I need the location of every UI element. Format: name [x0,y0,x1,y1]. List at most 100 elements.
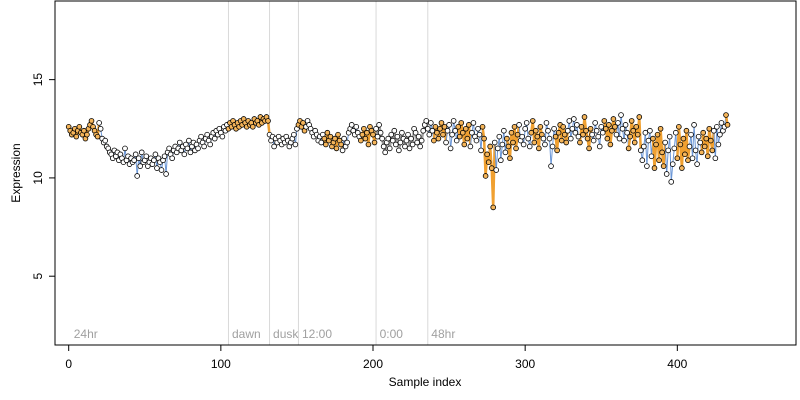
region-label: dusk [273,327,299,341]
x-tick-label: 100 [211,357,231,371]
region-label: 24hr [74,327,98,341]
data-point [616,135,623,142]
data-point [450,118,457,124]
data-point [176,139,183,146]
data-point [438,120,445,126]
data-point [488,165,495,171]
series-segment [135,153,138,177]
data-point [435,135,442,142]
data-point [132,151,139,158]
data-point [484,151,490,158]
data-point [461,141,468,148]
data-point [575,133,582,140]
data-point [361,125,367,132]
region-separators [227,1,429,345]
data-point [96,120,102,126]
data-point [686,143,693,150]
data-points [65,112,731,211]
region-label: 0:00 [380,327,404,341]
data-point [359,131,366,138]
data-point [97,125,104,132]
data-point [365,141,372,148]
data-point [456,133,463,140]
data-point [437,125,443,132]
data-point [204,131,210,138]
data-point [429,127,436,134]
data-point [382,149,388,156]
data-point [424,125,431,132]
data-point [409,141,416,148]
data-point [507,155,513,162]
data-point [154,165,160,171]
region-labels: 24hr dawn dusk 12:00 0:00 48hr [74,327,456,341]
data-point [601,118,608,124]
data-point [399,129,405,136]
data-point [201,143,207,150]
x-tick-label: 300 [515,357,535,371]
data-point [595,133,601,140]
data-point [453,137,460,144]
data-point [186,137,192,144]
data-point [377,129,384,136]
data-point [380,143,387,150]
data-point [219,133,226,140]
data-point [94,133,101,140]
data-point [561,131,568,138]
data-point [619,125,626,132]
data-point [84,131,90,138]
data-point [373,125,379,132]
data-point [265,118,271,124]
data-point [490,204,497,211]
data-point [169,155,175,162]
data-point [161,153,168,160]
data-point [662,139,668,146]
data-point [505,143,512,150]
data-point [444,127,451,134]
data-point [122,145,128,152]
data-point [324,129,331,136]
x-tick-label: 0 [65,357,72,371]
data-point [300,120,306,126]
data-point [520,141,527,148]
data-point [679,165,685,171]
data-point [554,147,560,154]
data-point [452,127,458,134]
data-point [525,135,532,142]
data-point [724,122,731,128]
data-point [549,143,556,150]
data-point [669,161,676,167]
data-point [603,125,609,132]
data-point [650,135,656,142]
data-point [697,139,703,146]
data-point [412,129,419,136]
data-point [516,122,522,128]
data-point [473,137,480,144]
data-point [508,129,515,136]
data-point [353,124,360,130]
data-point [555,129,562,136]
data-point [587,125,594,132]
data-point [501,127,507,134]
data-point [552,133,559,140]
data-point [534,133,541,140]
data-point [464,135,471,142]
data-point [463,125,469,132]
data-point [181,151,188,158]
data-point [674,155,681,162]
data-point [607,141,614,148]
data-point [701,143,708,150]
data-point [666,133,673,140]
data-point [700,129,706,136]
data-point [613,131,620,138]
data-point [479,124,486,130]
data-point [88,118,95,124]
data-point [494,145,501,152]
data-point [332,135,338,142]
data-point [654,131,661,138]
data-point [548,163,554,169]
data-point [485,159,492,165]
series-segment [669,136,672,183]
data-point [402,143,408,150]
data-point [415,133,422,140]
data-point [420,127,427,134]
